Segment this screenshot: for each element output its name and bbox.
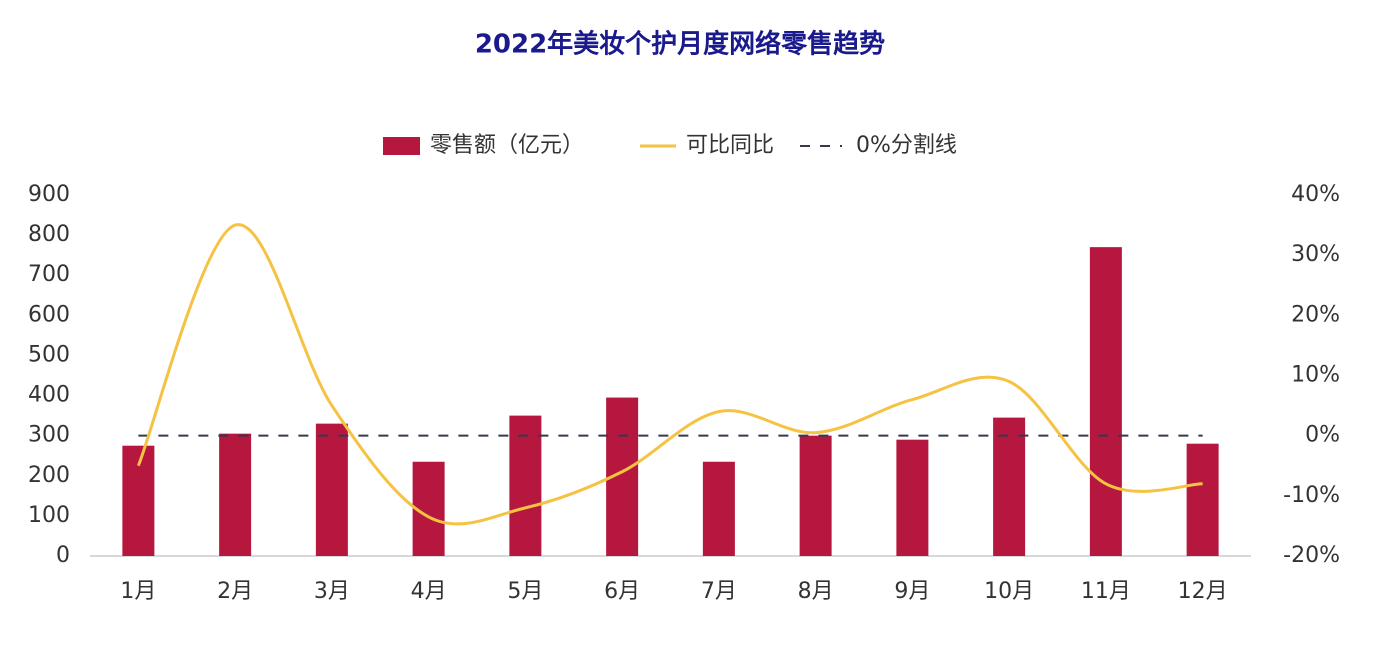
y2-tick-label: 20% [1291, 302, 1340, 327]
legend-label: 可比同比 [686, 133, 774, 158]
y-tick-label: 0 [56, 543, 70, 568]
x-tick-label: 2月 [217, 579, 253, 604]
y-tick-label: 700 [28, 262, 70, 287]
y-tick-label: 800 [28, 222, 70, 247]
x-tick-label: 3月 [314, 579, 350, 604]
legend-swatch [383, 137, 420, 155]
bar [315, 423, 348, 556]
x-tick-label: 10月 [984, 579, 1034, 604]
bar [896, 439, 929, 556]
y-tick-label: 600 [28, 302, 70, 327]
chart-title: 2022年美妆个护月度网络零售趋势 [475, 29, 885, 60]
line [136, 223, 1203, 526]
bar [1089, 247, 1122, 556]
y-tick-label: 300 [28, 423, 70, 448]
x-tick-label: 5月 [507, 579, 543, 604]
y2-tick-label: 40% [1291, 182, 1340, 207]
x-tick-label: 9月 [894, 579, 930, 604]
x-tick-label: 12月 [1178, 579, 1228, 604]
bar [993, 417, 1026, 556]
y2-tick-label: 0% [1305, 423, 1340, 448]
x-tick-label: 7月 [701, 579, 737, 604]
bar [702, 461, 735, 556]
y-tick-label: 200 [28, 463, 70, 488]
y-tick-label: 100 [28, 503, 70, 528]
legend-label: 零售额（亿元） [430, 133, 584, 158]
y-tick-label: 400 [28, 383, 70, 408]
y2-tick-label: 30% [1291, 242, 1340, 267]
x-tick-label: 1月 [120, 579, 156, 604]
y-tick-label: 500 [28, 342, 70, 367]
x-tick-label: 11月 [1081, 579, 1131, 604]
bar [799, 435, 832, 556]
legend-label: 0%分割线 [856, 133, 957, 158]
y2-tick-label: 10% [1291, 363, 1340, 388]
bar [219, 433, 252, 556]
x-tick-label: 4月 [411, 579, 447, 604]
bar [509, 415, 542, 556]
x-tick-label: 6月 [604, 579, 640, 604]
x-tick-label: 8月 [798, 579, 834, 604]
y2-tick-label: -20% [1283, 543, 1340, 568]
y-tick-label: 900 [28, 182, 70, 207]
bar [1186, 443, 1219, 556]
y2-tick-label: -10% [1283, 483, 1340, 508]
